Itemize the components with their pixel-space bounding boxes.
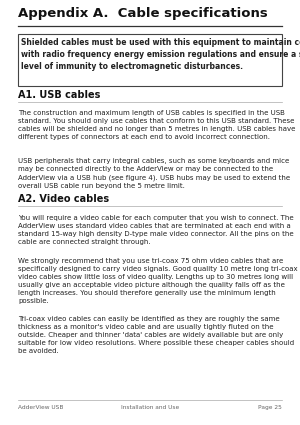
- Text: Tri-coax video cables can easily be identified as they are roughly the same thic: Tri-coax video cables can easily be iden…: [18, 316, 294, 354]
- Text: We strongly recommend that you use tri-coax 75 ohm video cables that are specifi: We strongly recommend that you use tri-c…: [18, 258, 298, 304]
- Text: USB peripherals that carry integral cables, such as some keyboards and mice may : USB peripherals that carry integral cabl…: [18, 158, 290, 189]
- Text: A1. USB cables: A1. USB cables: [18, 90, 100, 100]
- Text: Page 25: Page 25: [258, 405, 282, 410]
- FancyBboxPatch shape: [18, 34, 282, 86]
- Text: Installation and Use: Installation and Use: [121, 405, 179, 410]
- Text: The construction and maximum length of USB cables is specified in the USB standa: The construction and maximum length of U…: [18, 110, 296, 140]
- Text: AdderView USB: AdderView USB: [18, 405, 63, 410]
- Text: A2. Video cables: A2. Video cables: [18, 194, 109, 204]
- Text: Shielded cables must be used with this equipment to maintain compliance
with rad: Shielded cables must be used with this e…: [21, 38, 300, 71]
- Text: You will require a video cable for each computer that you wish to connect. The A: You will require a video cable for each …: [18, 215, 294, 245]
- Text: Appendix A.  Cable specifications: Appendix A. Cable specifications: [18, 7, 268, 20]
